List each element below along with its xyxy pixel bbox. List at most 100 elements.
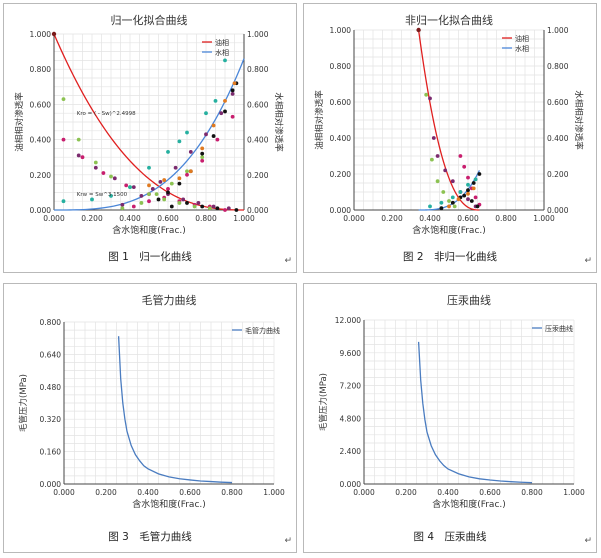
data-point [435, 179, 440, 184]
data-point [466, 182, 470, 187]
y-tick-label: 0.640 [40, 350, 62, 359]
y2-tick-label: 0.800 [247, 65, 269, 74]
y-tick-label: 0.480 [40, 383, 62, 392]
data-point [223, 109, 227, 114]
data-point [439, 206, 444, 211]
data-point [466, 188, 470, 193]
data-point [112, 176, 117, 181]
y-tick-label: 2.400 [340, 447, 362, 456]
data-point [166, 150, 170, 154]
x-tick-label: 0.000 [53, 488, 75, 497]
x-tick-label: 0.400 [437, 488, 459, 497]
data-point [80, 155, 85, 160]
x-tick-label: 0.200 [381, 214, 403, 223]
series-line [417, 29, 480, 211]
y-axis-label: 毛管压力(MPa) [318, 373, 329, 431]
data-point [185, 169, 189, 174]
data-point [76, 153, 81, 158]
data-point [147, 192, 151, 197]
data-point [147, 183, 151, 188]
data-point [466, 175, 470, 180]
paragraph-mark: ↵ [284, 536, 292, 546]
chart-title: 归一化拟合曲线 [111, 13, 188, 27]
data-point [93, 160, 98, 165]
data-point [230, 88, 235, 93]
data-point [200, 158, 205, 163]
data-point [156, 197, 161, 202]
data-point [200, 155, 205, 160]
y-tick-label: 9.600 [340, 349, 362, 358]
data-point [162, 178, 167, 182]
legend-label: 毛管力曲线 [245, 326, 280, 335]
data-point [466, 191, 470, 196]
x-tick-label: 1.000 [563, 488, 585, 497]
y2-tick-label: 0.600 [247, 100, 269, 109]
data-point [200, 151, 205, 156]
data-point [196, 201, 201, 205]
y2-tick-label: 1.000 [547, 26, 569, 35]
y-axis-label: 油相相对渗透率 [14, 92, 25, 152]
data-point [232, 81, 237, 86]
y-tick-label: 12.000 [335, 316, 361, 325]
data-point [173, 165, 178, 170]
data-point [90, 197, 94, 202]
data-point [456, 197, 461, 202]
x-tick-label: 0.200 [395, 488, 417, 497]
data-point [204, 111, 208, 116]
y-tick-label: 0.160 [40, 448, 62, 457]
x-axis-label: 含水饱和度(Frac.) [112, 224, 186, 236]
data-point [452, 204, 457, 209]
x-tick-label: 0.600 [457, 214, 479, 223]
legend-label: 压汞曲线 [545, 324, 573, 333]
data-point [450, 200, 455, 205]
data-point [147, 165, 151, 170]
data-point [458, 190, 463, 194]
data-point [154, 192, 159, 197]
mercury-chart: 压汞曲线 0.000 0.200 0.400 0.600 0.800 1.000 0.000 2… [318, 293, 585, 510]
data-point [447, 204, 451, 209]
data-point [471, 186, 476, 191]
data-point [471, 181, 476, 185]
data-point [131, 185, 136, 190]
data-point [230, 114, 235, 119]
x-axis-label: 含水饱和度(Frac.) [132, 498, 206, 510]
data-point [204, 132, 208, 137]
data-point [185, 130, 189, 135]
data-point [109, 174, 113, 179]
y2-tick-label: 0.200 [247, 171, 269, 180]
data-point [188, 169, 193, 174]
data-point [139, 201, 144, 205]
data-point [450, 179, 455, 184]
y2-axis-label: 水相相对渗透率 [273, 92, 284, 152]
data-point [200, 204, 205, 209]
x-axis-label: 含水饱和度(Frac.) [432, 498, 506, 510]
data-point [150, 186, 155, 191]
data-point [230, 91, 235, 96]
x-tick-label: 0.400 [137, 488, 159, 497]
y-axis-label: 油相相对渗透率 [314, 90, 325, 150]
capillary-chart: 毛管力曲线 0.000 0.200 0.400 0.600 0.800 1.000 0.000… [18, 293, 285, 510]
y2-tick-label: 0.000 [247, 206, 269, 215]
y-tick-label: 1.000 [30, 30, 52, 39]
series-line [117, 336, 233, 484]
data-point [207, 206, 212, 211]
data-point [211, 134, 216, 138]
legend-label: 油相 [515, 34, 529, 43]
x-tick-label: 0.600 [157, 214, 179, 223]
y-tick-label: 0.800 [40, 318, 62, 327]
y2-tick-label: 0.200 [547, 170, 569, 179]
chart-title: 压汞曲线 [447, 293, 491, 307]
data-point [215, 206, 220, 211]
x-tick-label: 0.000 [353, 488, 375, 497]
chart-panel-normalized: 归一化拟合曲线 0.000 0.200 0.400 0.600 0.800 1.000 0.0… [3, 3, 297, 273]
y-tick-label: 0.000 [330, 206, 352, 215]
figure-caption: 图 1 归一化曲线 [108, 251, 192, 263]
chart-title: 非归一化拟合曲线 [405, 13, 493, 27]
data-point [441, 190, 446, 194]
y-tick-label: 0.200 [330, 170, 352, 179]
data-point [211, 123, 216, 128]
data-point [435, 154, 440, 158]
x-tick-label: 0.800 [221, 488, 243, 497]
data-point [477, 172, 482, 176]
